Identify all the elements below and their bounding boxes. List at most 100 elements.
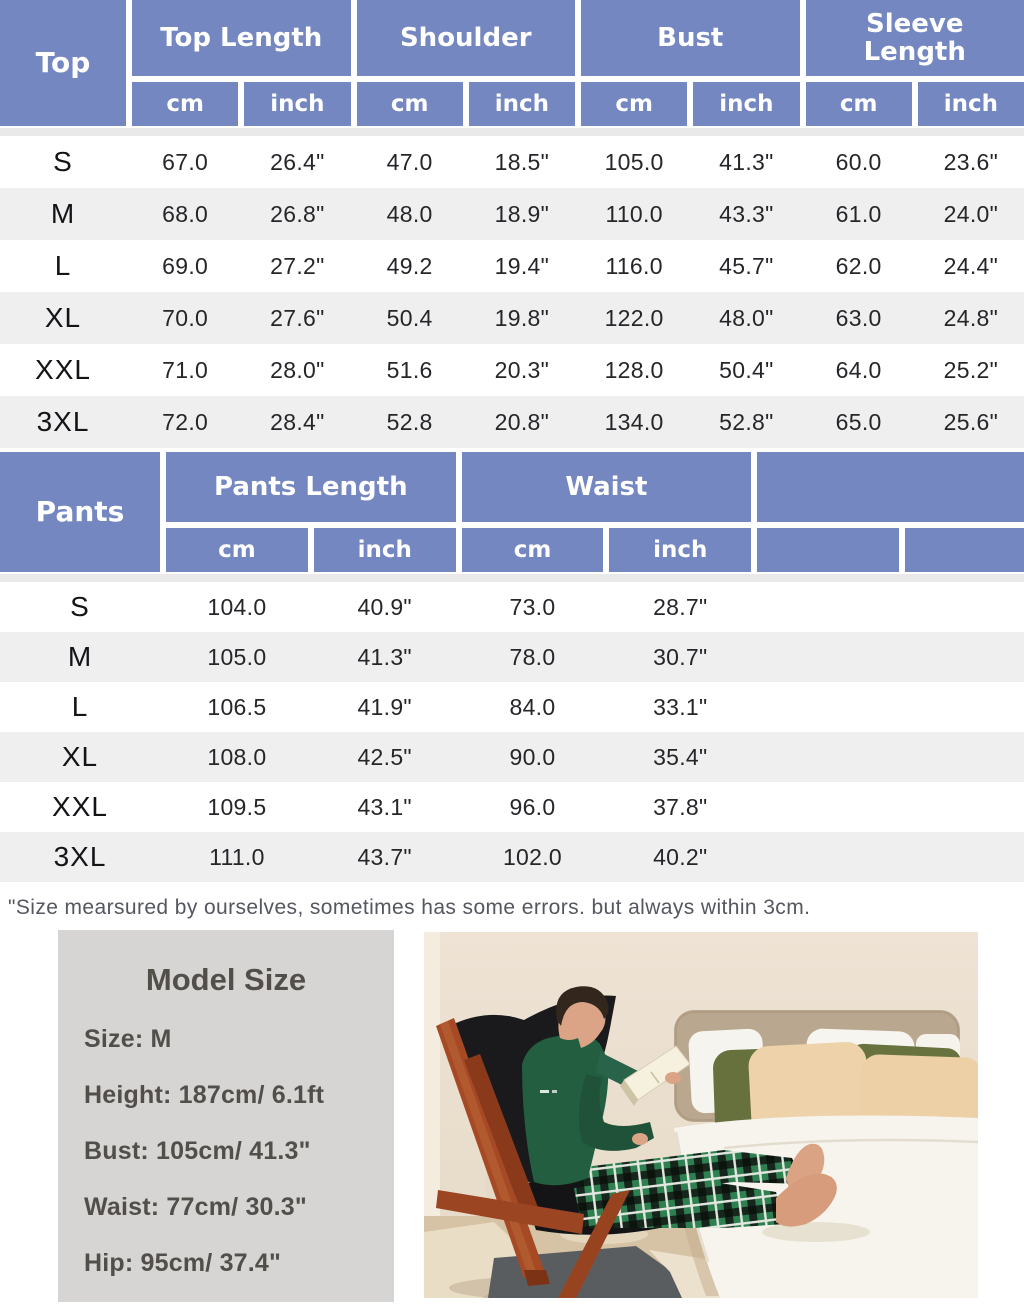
measurement-value: 111.0	[209, 843, 265, 870]
table-divider	[0, 574, 1024, 582]
brand-logo	[540, 1090, 549, 1093]
unit-header: cm	[805, 82, 912, 126]
measurement-value: 25.2"	[943, 356, 999, 383]
measurement-value: 109.5	[207, 793, 267, 820]
model-size-line: Waist: 77cm/ 30.3"	[84, 1193, 307, 1221]
measurement-value: 60.0	[835, 148, 882, 175]
model-size-lines: Size: M Height: 187cm/ 6.1ft Bust: 105cm/ …	[84, 1025, 394, 1278]
unit-header: cm	[166, 528, 308, 572]
measurement-value: 128.0	[604, 356, 664, 383]
unit-header: inch	[917, 82, 1024, 126]
measurement-value: 19.8"	[494, 304, 550, 331]
measurement-value: 45.7"	[719, 252, 774, 279]
measurement-value: 28.4"	[270, 408, 325, 435]
measurement-value: 25.6"	[943, 408, 999, 435]
size-label: S	[70, 591, 90, 622]
unit-header: inch	[609, 528, 752, 572]
measurement-value: 78.0	[509, 643, 556, 670]
pants-table-header: Pants Pants Length Waist cm inch cm inch	[0, 452, 1024, 572]
measurement-value: 49.2	[386, 252, 433, 279]
head	[558, 995, 606, 1048]
measurement-value: 42.5"	[357, 743, 412, 770]
measurement-value: 35.4"	[653, 743, 708, 770]
measurement-value: 61.0	[835, 200, 882, 227]
pants-table-row: M 105.0 41.3" 78.0 30.7"	[0, 632, 1024, 682]
model-size-line: Size: M	[84, 1025, 172, 1053]
measurement-value: 63.0	[835, 304, 882, 331]
pants-table-row: XL 108.0 42.5" 90.0 35.4"	[0, 732, 1024, 782]
column-group-top-length: Top Length	[132, 0, 351, 76]
measurement-value: 72.0	[162, 408, 209, 435]
size-label: XXL	[52, 791, 108, 822]
measurement-value: 110.0	[605, 200, 663, 227]
top-table-row: S 67.0 26.4" 47.0 18.5" 105.0 41.3" 60.0 23.6"	[0, 136, 1024, 188]
measurement-value: 20.8"	[494, 408, 550, 435]
measurement-value: 20.3"	[494, 356, 550, 383]
measurement-value: 28.0"	[270, 356, 325, 383]
measurement-value: 41.3"	[357, 643, 412, 670]
top-table-row: 3XL 72.0 28.4" 52.8 20.8" 134.0 52.8" 65.0 25.6"	[0, 396, 1024, 448]
measurement-value: 50.4	[386, 304, 433, 331]
bottom-section: Model Size Size: M Height: 187cm/ 6.1ft Bu…	[0, 930, 1024, 1302]
column-group-shoulder: Shoulder	[356, 0, 575, 76]
size-label: M	[50, 198, 76, 229]
pants-table-row: S 104.0 40.9" 73.0 28.7"	[0, 582, 1024, 632]
measurement-value: 48.0"	[719, 304, 774, 331]
measurement-value: 51.6	[386, 356, 433, 383]
measurement-value: 41.9"	[357, 693, 412, 720]
measurement-value: 43.7"	[357, 843, 412, 870]
column-group-pants-length: Pants Length	[166, 452, 456, 522]
unit-header: inch	[244, 82, 351, 126]
measurement-value: 102.0	[502, 843, 563, 870]
size-label: 3XL	[36, 406, 90, 437]
measurement-value: 43.3"	[719, 200, 774, 227]
measurement-value: 18.5"	[494, 148, 550, 175]
hand	[665, 1072, 681, 1084]
unit-header: inch	[313, 528, 456, 572]
arm-sleeve	[578, 1074, 654, 1151]
measurement-value: 105.0	[207, 643, 267, 670]
measurement-value: 64.0	[835, 356, 882, 383]
unit-header: cm	[132, 82, 239, 126]
top-table-row: L 69.0 27.2" 49.2 19.4" 116.0 45.7" 62.0 24.4"	[0, 240, 1024, 292]
measurement-value: 19.4"	[494, 252, 550, 279]
lifestyle-photo	[424, 932, 983, 1300]
model-size-title: Model Size	[145, 962, 307, 997]
model-size-line: Hip: 95cm/ 37.4"	[84, 1249, 282, 1277]
measurement-value: 48.0	[386, 200, 433, 227]
measurement-value: 26.4"	[270, 148, 325, 175]
measurement-value: 71.0	[162, 356, 209, 383]
size-label: M	[67, 641, 93, 672]
chair-wood-frame	[436, 1018, 630, 1298]
unit-header-empty	[757, 528, 899, 572]
model-size-line: Height: 187cm/ 6.1ft	[84, 1081, 325, 1109]
hand	[632, 1133, 648, 1145]
unit-header: inch	[693, 82, 800, 126]
top-table-header: Top Top Length Shoulder Bust Sleeve Leng…	[0, 0, 1024, 126]
measurement-value: 28.7"	[653, 593, 708, 620]
measurement-value: 67.0	[162, 148, 209, 175]
measurement-value: 65.0	[835, 408, 882, 435]
top-size-table: Top Top Length Shoulder Bust Sleeve Leng…	[0, 0, 1024, 448]
measurement-value: 41.3"	[719, 148, 774, 175]
measurement-value: 84.0	[509, 693, 556, 720]
measurement-value: 33.1"	[653, 693, 708, 720]
model-size-box: Model Size Size: M Height: 187cm/ 6.1ft Bu…	[58, 930, 394, 1302]
measurement-value: 104.0	[207, 593, 267, 620]
top-table-body: S 67.0 26.4" 47.0 18.5" 105.0 41.3" 60.0 23.6" M 6…	[0, 136, 1024, 448]
pants-size-table: Pants Pants Length Waist cm inch cm inch…	[0, 452, 1024, 882]
model-size-line: Bust: 105cm/ 41.3"	[84, 1137, 311, 1165]
hair	[556, 986, 609, 1026]
unit-header: cm	[461, 528, 604, 572]
measurement-value: 18.9"	[494, 200, 550, 227]
measurement-value: 23.6"	[943, 148, 999, 175]
column-group-waist: Waist	[461, 452, 752, 522]
unit-header-empty	[905, 528, 1024, 572]
column-group-sleeve-length: Sleeve Length	[805, 0, 1024, 76]
measurement-value: 52.8"	[719, 408, 774, 435]
measurement-value: 122.0	[604, 304, 664, 331]
measurement-value: 108.0	[207, 743, 267, 770]
measurement-value: 96.0	[509, 793, 556, 820]
size-disclaimer-note: "Size mearsured by ourselves, sometimes …	[8, 896, 811, 919]
